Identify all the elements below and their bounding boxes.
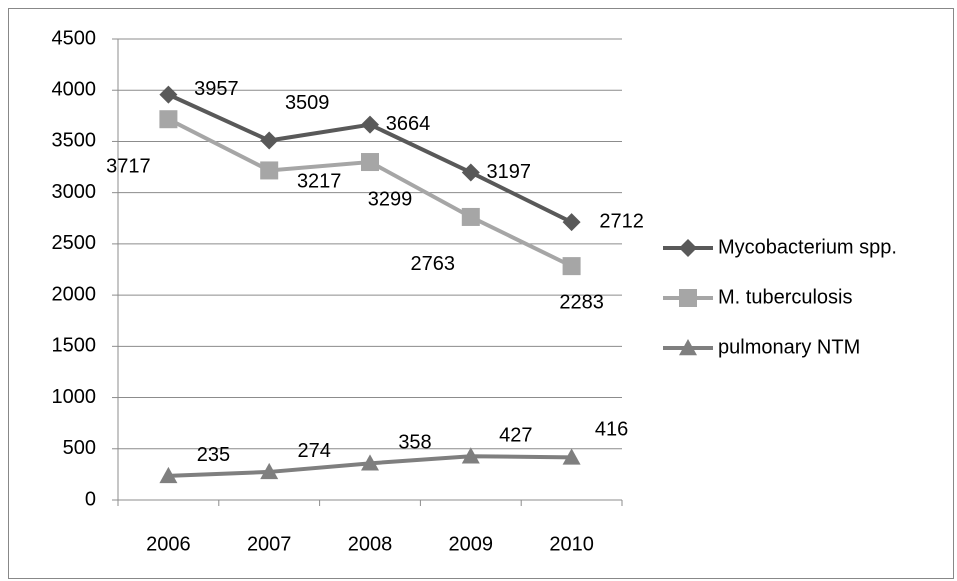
y-tick-label: 1500: [52, 335, 97, 357]
y-tick-label: 2500: [52, 232, 97, 254]
data-label: 3509: [285, 92, 330, 114]
marker: [361, 115, 379, 134]
y-tick-label: 4500: [52, 27, 97, 49]
legend-label: Mycobacterium spp.: [718, 236, 897, 258]
y-tick-label: 3500: [52, 130, 97, 152]
marker: [562, 213, 581, 232]
marker: [260, 161, 279, 180]
legend-label: M. tuberculosis: [718, 286, 853, 308]
data-label: 2763: [411, 253, 456, 275]
x-tick-label: 2008: [348, 533, 393, 555]
data-label: 2712: [599, 210, 644, 232]
marker: [260, 462, 279, 480]
y-tick-label: 4000: [52, 79, 97, 101]
y-tick-label: 1000: [52, 386, 97, 408]
y-tick-label: 0: [85, 488, 96, 510]
x-tick-label: 2009: [449, 533, 494, 555]
marker: [361, 153, 379, 172]
data-label: 358: [398, 432, 431, 454]
data-label: 2283: [559, 291, 604, 313]
marker: [679, 289, 697, 307]
marker: [562, 257, 581, 276]
x-tick-label: 2006: [146, 533, 191, 555]
data-label: 427: [499, 425, 532, 447]
marker: [461, 447, 480, 464]
marker: [461, 163, 480, 182]
data-label: 3717: [106, 155, 151, 177]
marker: [461, 207, 480, 226]
chart-frame: [8, 8, 954, 579]
x-tick-label: 2010: [549, 533, 594, 555]
marker: [562, 448, 581, 465]
y-tick-label: 3000: [52, 181, 97, 203]
marker: [361, 454, 379, 471]
data-label: 3197: [487, 161, 532, 183]
data-label: 3299: [368, 188, 413, 210]
legend-label: pulmonary NTM: [718, 336, 860, 358]
marker: [159, 466, 178, 484]
marker: [159, 85, 178, 104]
marker: [260, 131, 279, 150]
y-tick-label: 2000: [52, 283, 97, 305]
data-label: 274: [298, 440, 331, 462]
data-label: 3957: [194, 78, 239, 100]
data-label: 3664: [386, 113, 431, 135]
data-label: 235: [197, 444, 230, 466]
marker: [679, 339, 697, 356]
data-label: 3217: [297, 171, 342, 193]
x-tick-label: 2007: [247, 533, 292, 555]
marker: [159, 110, 178, 129]
data-label: 416: [595, 419, 628, 441]
marker: [679, 239, 697, 257]
y-tick-label: 500: [63, 437, 96, 459]
